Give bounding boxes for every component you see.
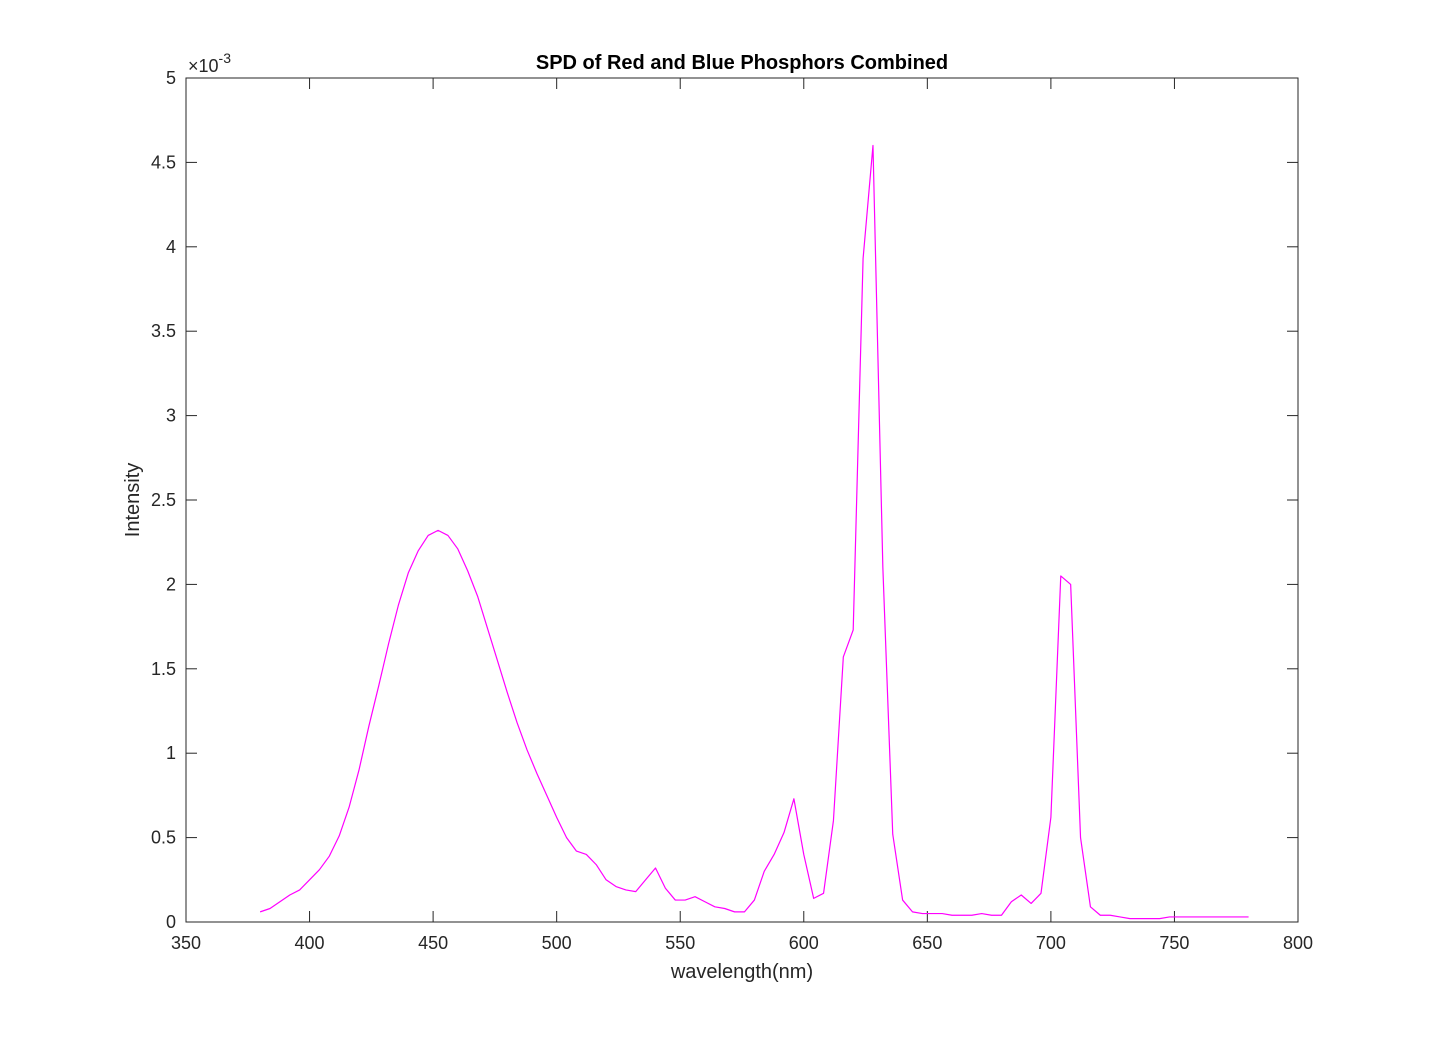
- y-tick-label: 0: [166, 912, 176, 932]
- spd-series-line: [259, 144, 1249, 920]
- y-tick-label: 4.5: [151, 152, 176, 172]
- x-tick-label: 800: [1283, 933, 1313, 953]
- y-exponent-power: -3: [219, 50, 232, 66]
- x-tick-label: 700: [1036, 933, 1066, 953]
- y-exponent-base: ×10: [188, 56, 219, 76]
- y-tick-label: 5: [166, 68, 176, 88]
- y-exponent-label: ×10-3: [188, 50, 231, 76]
- x-axis-label: wavelength(nm): [670, 961, 813, 983]
- chart-title: SPD of Red and Blue Phosphors Combined: [536, 52, 948, 74]
- y-tick-label: 4: [166, 237, 176, 257]
- y-tick-label: 1: [166, 743, 176, 763]
- x-tick-label: 650: [912, 933, 942, 953]
- y-tick-label: 0.5: [151, 828, 176, 848]
- y-tick-label: 2.5: [151, 490, 176, 510]
- y-tick-label: 3: [166, 406, 176, 426]
- y-tick-label: 1.5: [151, 659, 176, 679]
- y-axis-label: Intensity: [122, 463, 144, 537]
- x-tick-label: 550: [665, 933, 695, 953]
- x-axis: 350 400 450 500 550 600 650 700 750 800: [171, 78, 1313, 953]
- x-tick-label: 400: [295, 933, 325, 953]
- x-tick-label: 600: [789, 933, 819, 953]
- y-tick-label: 3.5: [151, 321, 176, 341]
- plot-background: [186, 78, 1298, 922]
- y-axis: 0 0.5 1 1.5 2 2.5 3 3.5 4 4.5 5: [151, 68, 1298, 932]
- x-tick-label: 350: [171, 933, 201, 953]
- x-tick-label: 750: [1159, 933, 1189, 953]
- y-tick-label: 2: [166, 574, 176, 594]
- plot-area-box: [185, 77, 1299, 923]
- x-tick-label: 500: [542, 933, 572, 953]
- x-tick-label: 450: [418, 933, 448, 953]
